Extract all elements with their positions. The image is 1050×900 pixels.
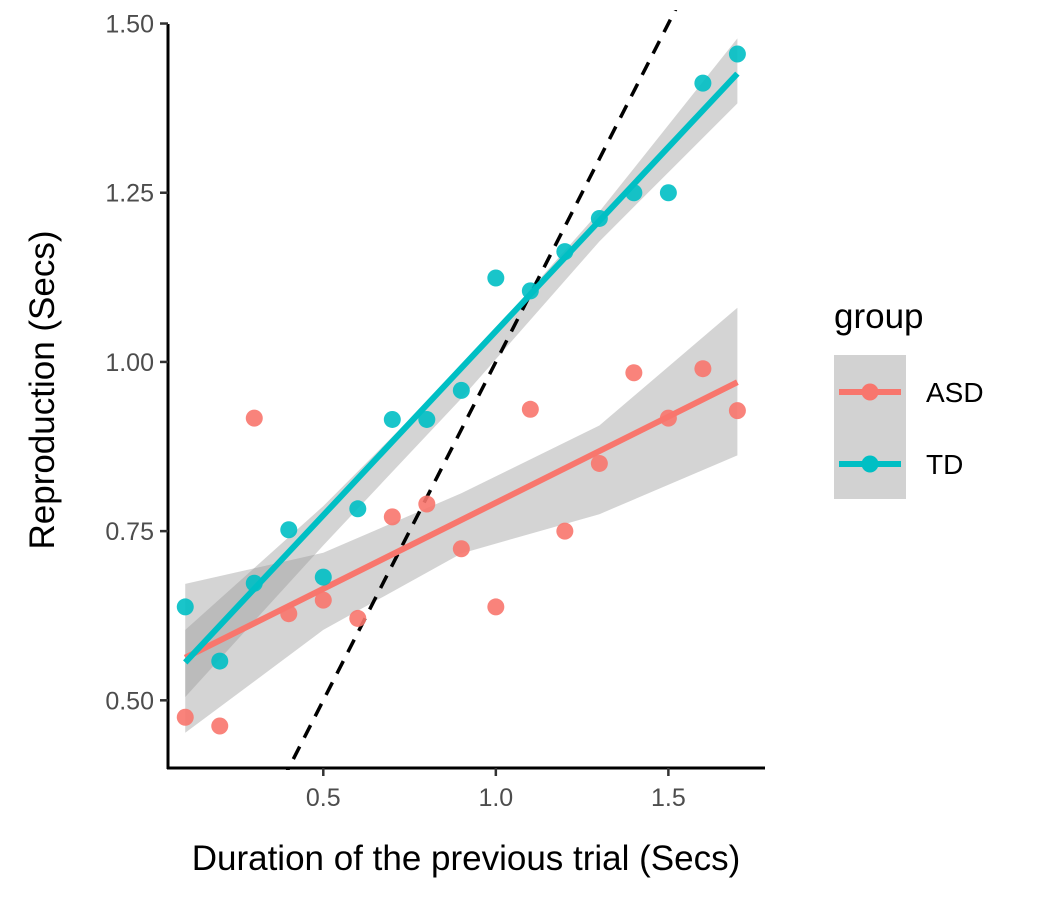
point-asd-7: [418, 495, 436, 513]
x-tick-label-1: 1.0: [478, 784, 513, 812]
point-td-7: [418, 410, 436, 428]
point-asd-6: [383, 508, 401, 526]
legend-key-background: [834, 355, 906, 499]
y-tick-label-0: 0.50: [105, 687, 154, 715]
point-td-14: [659, 184, 677, 202]
point-asd-1: [211, 717, 229, 735]
point-asd-5: [349, 609, 367, 627]
legend-label-td: TD: [926, 449, 963, 480]
point-td-8: [452, 381, 470, 399]
point-td-1: [211, 652, 229, 670]
point-asd-8: [452, 540, 470, 558]
point-td-6: [383, 410, 401, 428]
point-td-16: [728, 45, 746, 63]
point-asd-4: [314, 591, 332, 609]
y-tick-label-2: 1.00: [105, 349, 154, 377]
point-td-9: [487, 269, 505, 287]
y-tick-label-4: 1.50: [105, 11, 154, 39]
y-tick-label-1: 0.75: [105, 518, 154, 546]
point-asd-13: [625, 364, 643, 382]
point-asd-2: [245, 409, 263, 427]
point-td-13: [625, 184, 643, 202]
fit-line-asd: [183, 379, 739, 661]
y-axis-title: Reproduction (Secs): [23, 230, 62, 549]
point-td-10: [521, 282, 539, 300]
point-td-15: [694, 74, 712, 92]
point-asd-14: [659, 409, 677, 427]
legend-title: group: [834, 297, 924, 336]
point-asd-10: [521, 400, 539, 418]
point-td-11: [556, 243, 574, 261]
point-asd-3: [280, 605, 298, 623]
point-asd-16: [728, 402, 746, 420]
legend-key-td-point: [861, 455, 879, 473]
y-tick-label-3: 1.25: [105, 180, 154, 208]
legend-label-asd: ASD: [926, 377, 984, 408]
point-asd-12: [590, 454, 608, 472]
x-axis-title: Duration of the previous trial (Secs): [192, 839, 741, 878]
legend-key-asd-point: [861, 383, 879, 401]
fit-lines: [183, 71, 740, 665]
point-td-4: [314, 568, 332, 586]
point-td-3: [280, 521, 298, 539]
point-td-12: [590, 209, 608, 227]
data-points: [176, 45, 746, 735]
point-asd-15: [694, 360, 712, 378]
point-td-0: [176, 598, 194, 616]
x-tick-label-2: 1.5: [651, 784, 686, 812]
fit-line-td: [183, 71, 740, 665]
legend: group ASD TD: [834, 297, 984, 499]
point-td-2: [245, 574, 263, 592]
point-td-5: [349, 500, 367, 518]
axes: 0.50 0.75 1.00 1.25 1.50 0.5 1.0 1.5: [105, 11, 765, 812]
point-asd-9: [487, 598, 505, 616]
point-asd-0: [176, 708, 194, 726]
x-tick-label-0: 0.5: [306, 784, 341, 812]
point-asd-11: [556, 522, 574, 540]
